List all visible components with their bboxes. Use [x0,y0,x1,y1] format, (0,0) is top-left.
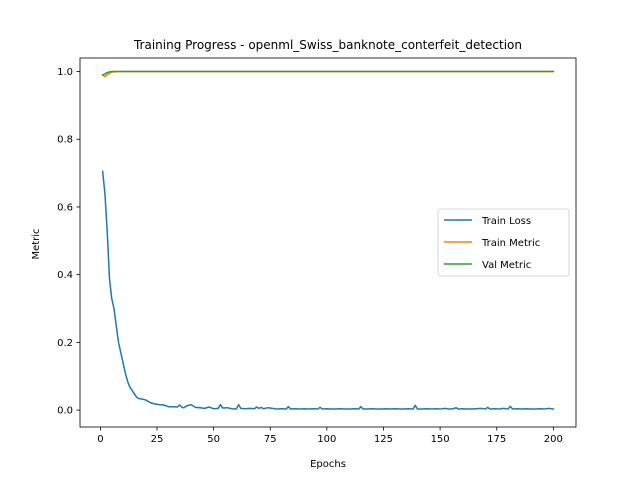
legend-label-train-metric: Train Metric [481,238,540,249]
x-tick-label: 175 [487,434,506,445]
x-tick-label: 0 [97,434,103,445]
plot-area: 0 25 50 75 100 125 150 175 200 0.0 0.2 0.4 0.6 0.8 1.0 [57,57,577,445]
legend: Train Loss Train Metric Val Metric [437,208,570,277]
x-tick-label: 25 [151,434,164,445]
legend-label-val-metric: Val Metric [482,260,531,271]
series-line-val-metric [101,70,555,76]
legend-box [437,208,570,277]
x-tick-label: 50 [207,434,220,445]
legend-label-train-loss: Train Loss [481,216,531,227]
x-tick-label: 150 [431,434,450,445]
y-tick-label: 0.0 [57,406,73,417]
y-tick-label: 0.2 [57,338,73,349]
y-tick-label: 0.8 [57,135,73,146]
x-tick-label: 100 [317,434,336,445]
x-tick-label: 200 [544,434,563,445]
x-tick-label: 125 [374,434,393,445]
x-axis-label: Epochs [310,459,346,470]
y-axis-label: Metric [31,228,42,259]
chart-title: Training Progress - openml_Swiss_banknot… [133,38,522,52]
series-line-train-loss [101,170,555,410]
axes-frame [79,57,577,428]
x-tick-label: 75 [264,434,277,445]
y-tick-label: 1.0 [57,67,73,78]
y-tick-label: 0.6 [57,202,73,213]
y-tick-label: 0.4 [57,270,73,281]
